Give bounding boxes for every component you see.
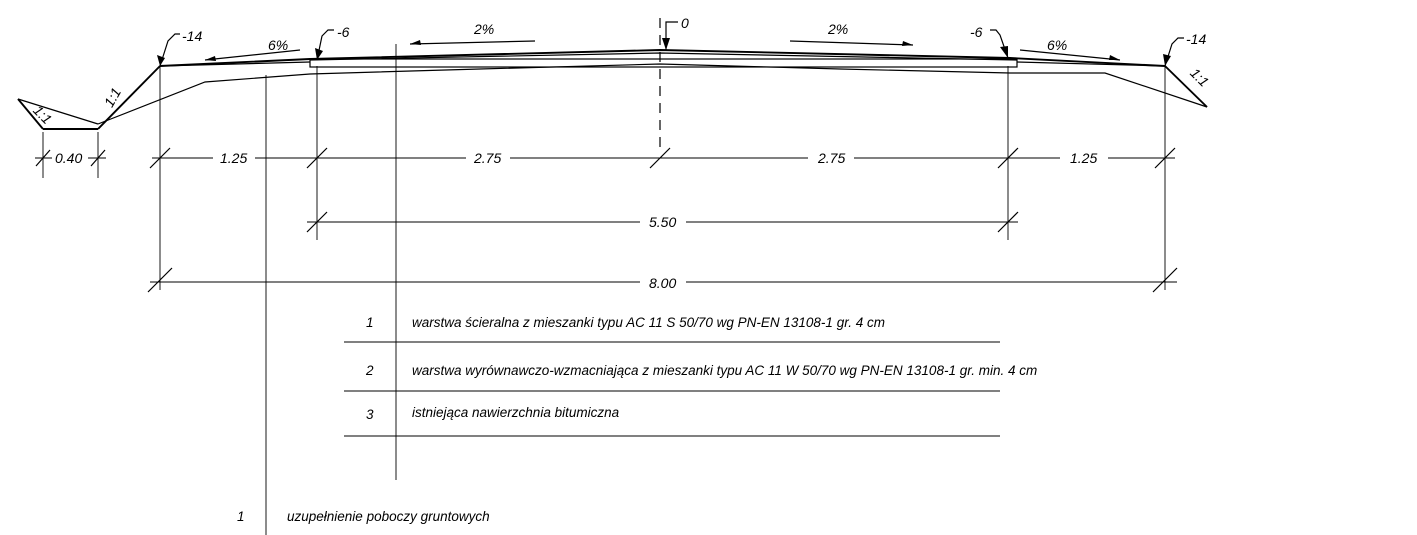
dimension-ditch-bottom: 0.40	[35, 149, 106, 167]
shoulder-lower-line-right	[1016, 61, 1166, 67]
slope-right-lane: 2%	[789, 21, 914, 46]
shoulder-layer-number: 1	[237, 509, 245, 524]
svg-text:6%: 6%	[268, 37, 288, 53]
layer-3-number: 3	[366, 407, 374, 422]
layer-1-text: warstwa ścieralna z mieszanki typu AC 11…	[412, 315, 885, 330]
layer-3-text: istniejąca nawierzchnia bitumiczna	[412, 405, 620, 420]
existing-ground-line	[97, 63, 1208, 125]
svg-text:8.00: 8.00	[649, 275, 676, 291]
dimension-left-shoulder: 1.25	[149, 147, 328, 169]
pavement-layer-rect	[309, 58, 1018, 68]
svg-text:-6: -6	[337, 24, 350, 40]
dimension-right-lane: 2.75	[660, 147, 1019, 169]
shoulder-layer-label: 1 uzupełnienie poboczy gruntowych	[237, 509, 490, 524]
slope-right-shoulder: 6%	[1019, 37, 1121, 61]
svg-text:-14: -14	[182, 28, 202, 44]
elevation-marker-axis: 0	[662, 15, 689, 50]
shoulder-layer-text: uzupełnienie poboczy gruntowych	[287, 509, 490, 524]
svg-text:5.50: 5.50	[649, 214, 676, 230]
svg-text:1.25: 1.25	[1070, 150, 1097, 166]
ditch-top-line	[17, 98, 99, 125]
svg-text:-6: -6	[970, 24, 983, 40]
layer-2-number: 2	[365, 363, 374, 378]
road-surface-top	[159, 49, 1166, 67]
svg-text:2%: 2%	[827, 21, 848, 37]
svg-text:-14: -14	[1186, 31, 1206, 47]
dimension-carriageway: 5.50	[306, 211, 1019, 233]
elevation-marker-right-shoulder: -6	[970, 24, 1009, 59]
svg-text:2%: 2%	[473, 21, 494, 37]
ditch-outer-slope	[17, 98, 44, 130]
right-embankment-slope	[1164, 65, 1208, 108]
svg-text:1.25: 1.25	[220, 150, 247, 166]
layer-table: 1 warstwa ścieralna z mieszanki typu AC …	[344, 315, 1037, 437]
slope-left-shoulder: 6%	[204, 37, 301, 61]
elevation-marker-left-edge: -14	[157, 28, 202, 67]
layer-1-number: 1	[366, 315, 374, 330]
ditch-inner-slope	[97, 65, 161, 130]
elevation-marker-left-shoulder: -6	[315, 24, 350, 61]
svg-text:2.75: 2.75	[473, 150, 501, 166]
slope-left-lane: 2%	[409, 21, 536, 45]
svg-text:0.40: 0.40	[55, 150, 82, 166]
dimension-left-lane: 2.75	[317, 147, 671, 169]
elevation-marker-right-edge: -14	[1163, 31, 1206, 67]
slope-label-right-embankment: 1:1	[1187, 65, 1212, 90]
svg-text:0: 0	[681, 15, 689, 31]
dimension-total: 8.00	[147, 267, 1178, 293]
dimension-right-shoulder: 1.25	[1008, 147, 1176, 169]
shoulder-lower-line	[159, 61, 311, 67]
layer-2-text: warstwa wyrównawczo-wzmacniająca z miesz…	[412, 363, 1037, 378]
slope-label-ditch-outer: 1:1	[30, 102, 55, 127]
svg-text:6%: 6%	[1047, 37, 1067, 53]
svg-text:2.75: 2.75	[817, 150, 845, 166]
